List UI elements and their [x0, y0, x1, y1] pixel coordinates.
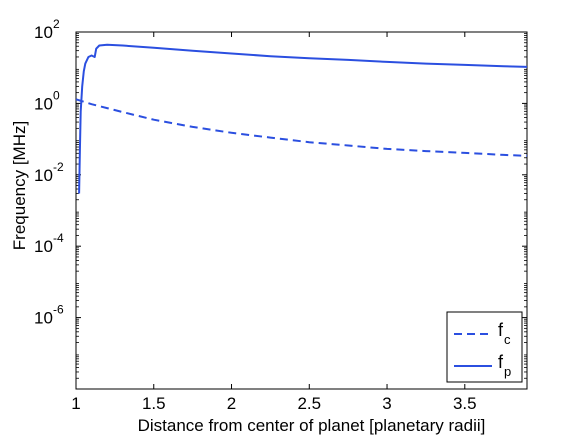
y-tick-label: 10 -2	[34, 160, 64, 185]
series-line-f-p	[78, 43, 528, 194]
y-tick-label: 10 0	[34, 88, 60, 113]
y-tick-exponent: -4	[53, 231, 64, 245]
legend-label-main: f	[498, 352, 504, 372]
legend-label-sub: c	[504, 332, 511, 347]
legend-label-main: f	[498, 320, 504, 340]
y-tick-base: 10	[34, 237, 53, 256]
x-tick-label: 3.5	[453, 394, 477, 413]
y-tick-label: 10 -4	[34, 231, 64, 256]
y-tick-exponent: 0	[53, 88, 60, 102]
x-tick-label: 3	[382, 394, 391, 413]
y-tick-base: 10	[34, 166, 53, 185]
y-tick-base: 10	[34, 94, 53, 113]
y-tick-label: 10 -6	[34, 303, 64, 328]
x-tick-label: 2	[227, 394, 236, 413]
x-axis-label: Distance from center of planet [planetar…	[138, 416, 486, 435]
series-line-f-c	[75, 98, 528, 157]
y-tick-label: 10 2	[34, 17, 60, 42]
legend-label-sub: p	[504, 364, 511, 379]
x-tick-label: 2.5	[297, 394, 321, 413]
y-tick-exponent: -2	[53, 160, 64, 174]
y-tick-base: 10	[34, 309, 53, 328]
y-tick-base: 10	[34, 23, 53, 42]
y-axis-label: Frequency [MHz]	[10, 121, 29, 250]
x-tick-label: 1.5	[142, 394, 166, 413]
legend-box	[446, 311, 523, 383]
x-tick-label: 1	[71, 394, 80, 413]
y-tick-exponent: -6	[53, 303, 64, 317]
y-tick-exponent: 2	[53, 17, 60, 31]
plot-area	[75, 31, 528, 390]
